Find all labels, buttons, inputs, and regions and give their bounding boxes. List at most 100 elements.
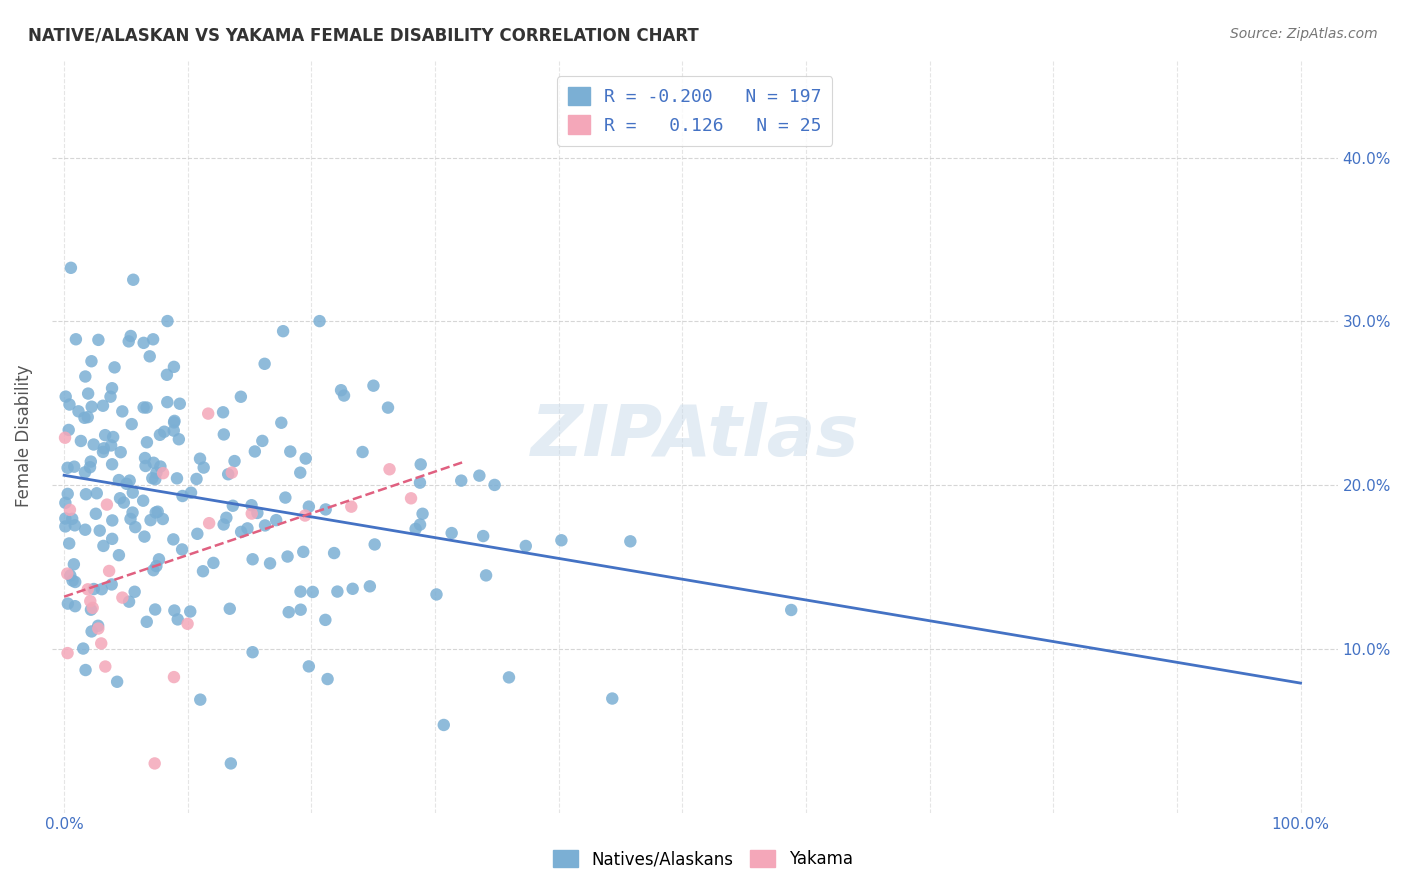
Point <box>298 500 321 514</box>
Point <box>91 399 114 413</box>
Point <box>101 457 124 471</box>
Point <box>75 663 97 677</box>
Point <box>80 354 103 368</box>
Point <box>76 582 98 597</box>
Point <box>55 390 77 404</box>
Point <box>409 517 432 532</box>
Point <box>412 507 434 521</box>
Point <box>242 552 264 566</box>
Point <box>103 360 125 375</box>
Point <box>409 458 432 472</box>
Point <box>186 472 208 486</box>
Point <box>186 526 208 541</box>
Point <box>301 585 323 599</box>
Text: Source: ZipAtlas.com: Source: ZipAtlas.com <box>1230 27 1378 41</box>
Point <box>169 397 191 411</box>
Point <box>124 520 146 534</box>
Point <box>202 556 225 570</box>
Point <box>450 474 472 488</box>
Point <box>111 404 134 418</box>
Point <box>188 692 211 706</box>
Point <box>298 659 321 673</box>
Point <box>163 424 186 438</box>
Point <box>290 584 312 599</box>
Point <box>63 518 86 533</box>
Point <box>271 324 294 338</box>
Point <box>363 378 385 392</box>
Point <box>83 582 105 596</box>
Point <box>172 542 194 557</box>
Point <box>363 537 385 551</box>
Point <box>59 503 82 517</box>
Point <box>94 428 117 442</box>
Point <box>63 558 86 572</box>
Point <box>135 615 157 629</box>
Point <box>67 404 90 418</box>
Point <box>122 273 145 287</box>
Point <box>145 506 167 520</box>
Point <box>619 534 641 549</box>
Point <box>193 460 215 475</box>
Point <box>53 519 76 533</box>
Point <box>70 434 93 448</box>
Point <box>498 670 520 684</box>
Point <box>145 466 167 480</box>
Point <box>108 473 131 487</box>
Point <box>90 582 112 597</box>
Point <box>149 427 172 442</box>
Point <box>87 619 110 633</box>
Point <box>277 549 299 564</box>
Point <box>222 499 245 513</box>
Point <box>229 524 252 539</box>
Point <box>240 507 263 521</box>
Point <box>212 517 235 532</box>
Point <box>212 405 235 419</box>
Point <box>120 329 142 343</box>
Point <box>191 564 214 578</box>
Point <box>63 599 86 614</box>
Point <box>91 445 114 459</box>
Point <box>274 491 297 505</box>
Point <box>135 435 157 450</box>
Point <box>93 539 115 553</box>
Point <box>399 491 422 506</box>
Point <box>75 487 97 501</box>
Point <box>96 498 118 512</box>
Point <box>188 451 211 466</box>
Point <box>101 532 124 546</box>
Point <box>80 624 103 639</box>
Point <box>143 756 166 771</box>
Point <box>180 485 202 500</box>
Point <box>359 579 381 593</box>
Point <box>58 397 80 411</box>
Point <box>294 451 316 466</box>
Point <box>58 536 80 550</box>
Point <box>172 489 194 503</box>
Point <box>56 460 79 475</box>
Point <box>141 471 163 485</box>
Point <box>246 506 269 520</box>
Point <box>62 574 84 588</box>
Point <box>86 486 108 500</box>
Point <box>59 568 82 582</box>
Point <box>142 332 165 346</box>
Point <box>515 539 537 553</box>
Text: ZIPAtlas: ZIPAtlas <box>530 401 859 471</box>
Legend: R = -0.200   N = 197, R =   0.126   N = 25: R = -0.200 N = 197, R = 0.126 N = 25 <box>557 76 832 145</box>
Point <box>120 512 142 526</box>
Point <box>218 601 240 615</box>
Point <box>780 603 803 617</box>
Point <box>290 603 312 617</box>
Point <box>73 466 96 480</box>
Point <box>134 450 156 465</box>
Point <box>290 466 312 480</box>
Point <box>121 506 143 520</box>
Point <box>484 478 506 492</box>
Point <box>142 456 165 470</box>
Point <box>162 533 184 547</box>
Point <box>111 591 134 605</box>
Point <box>215 510 238 524</box>
Point <box>75 523 97 537</box>
Point <box>108 548 131 562</box>
Point <box>83 437 105 451</box>
